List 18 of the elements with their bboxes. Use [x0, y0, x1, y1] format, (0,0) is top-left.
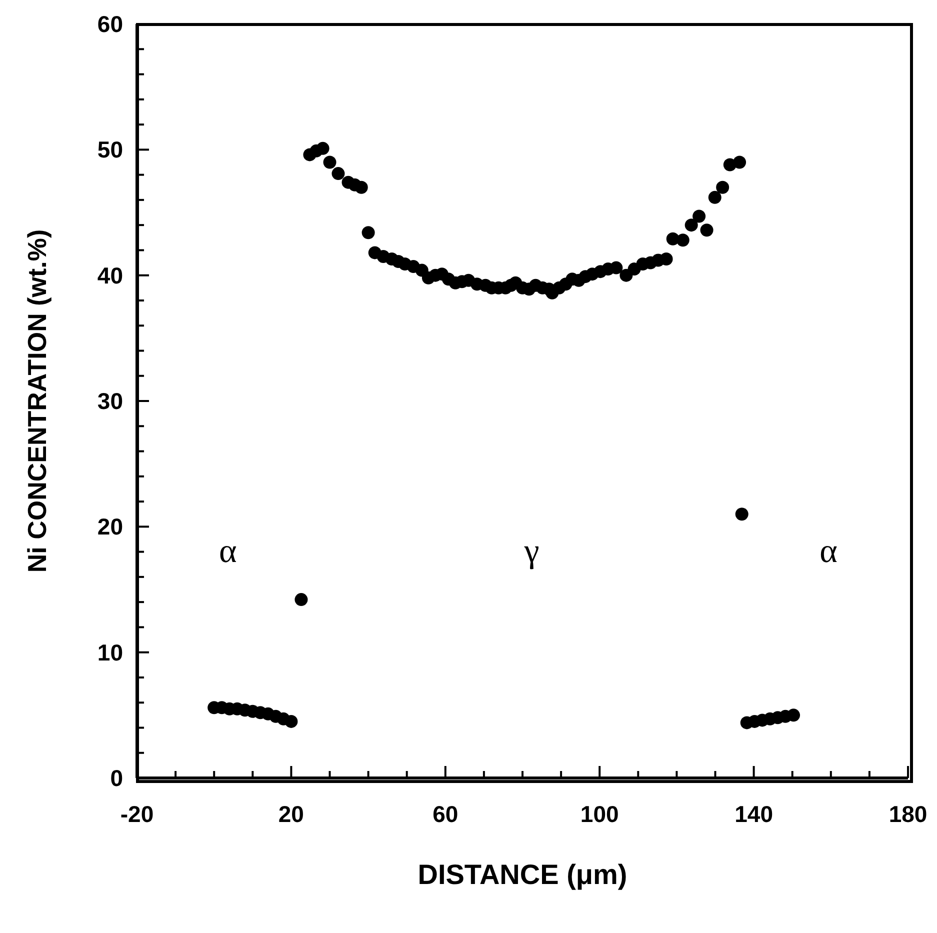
annotation: α — [219, 532, 237, 570]
x-tick-label: -20 — [120, 801, 154, 827]
y-axis-title: Ni CONCENTRATION (wt.%) — [22, 229, 52, 573]
y-tick-label: 60 — [97, 11, 123, 37]
x-tick-label: 100 — [580, 801, 619, 827]
x-tick-label: 60 — [432, 801, 458, 827]
x-tick-label: 140 — [734, 801, 773, 827]
x-axis-title: DISTANCE (μm) — [418, 859, 628, 890]
y-tick-label: 40 — [97, 262, 123, 288]
x-tick-label: 20 — [278, 801, 304, 827]
annotation: γ — [524, 532, 540, 570]
x-tick-label: 180 — [888, 801, 928, 827]
annotation: α — [820, 532, 838, 570]
y-tick-label: 20 — [97, 514, 123, 540]
y-tick-label: 0 — [110, 765, 123, 791]
y-tick-label: 10 — [97, 639, 123, 666]
y-tick-label: 30 — [97, 388, 123, 414]
y-tick-label: 50 — [97, 136, 123, 163]
